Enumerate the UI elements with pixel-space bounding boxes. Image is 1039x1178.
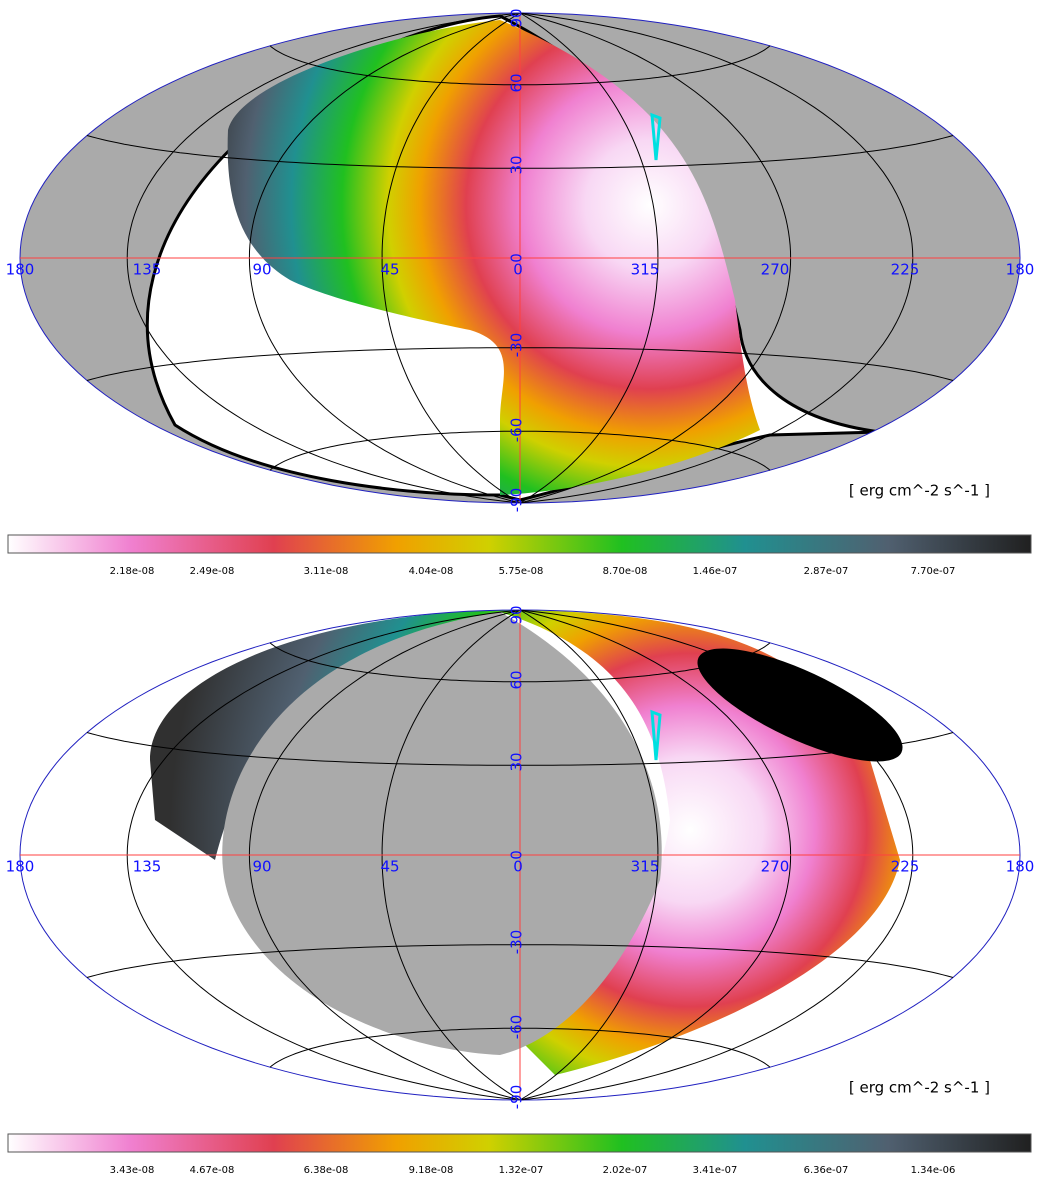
latitude-label: -30 — [508, 930, 526, 955]
colorbar-label: 1.46e-07 — [693, 566, 738, 577]
latitude-label: 30 — [508, 752, 526, 771]
colorbar-label: 2.49e-08 — [190, 566, 235, 577]
colorbar-label: 6.36e-07 — [804, 1165, 849, 1176]
longitude-label: 135 — [133, 261, 162, 279]
parallel — [86, 347, 954, 381]
colorbar-label: 1.32e-07 — [499, 1165, 544, 1176]
colorbar-label: 1.34e-06 — [911, 1165, 956, 1176]
latitude-label: 60 — [508, 670, 526, 689]
longitude-label: 180 — [6, 858, 35, 876]
unit-label: [ erg cm^-2 s^-1 ] — [849, 482, 990, 500]
colorbar-label: 5.75e-08 — [499, 566, 544, 577]
colorbar-label: 7.70e-07 — [911, 566, 956, 577]
latitude-label: 90 — [508, 605, 526, 624]
longitude-label: 225 — [891, 858, 920, 876]
parallel — [86, 732, 954, 766]
longitude-label: 45 — [380, 858, 399, 876]
parallel — [269, 1027, 771, 1068]
longitude-label: 45 — [380, 261, 399, 279]
latitude-label: -90 — [508, 1085, 526, 1110]
longitude-label: 90 — [252, 261, 271, 279]
parallel — [269, 45, 771, 86]
colorbar-label: 2.87e-07 — [804, 566, 849, 577]
latitude-label: -90 — [508, 488, 526, 513]
latitude-label: 0 — [508, 253, 526, 263]
unit-label: [ erg cm^-2 s^-1 ] — [849, 1079, 990, 1097]
parallel — [269, 642, 771, 683]
colorbar-label: 2.02e-07 — [603, 1165, 648, 1176]
colorbar-label: 3.11e-08 — [304, 566, 349, 577]
latitude-label: -30 — [508, 333, 526, 358]
colorbar-label: 4.04e-08 — [409, 566, 454, 577]
longitude-label: 180 — [1006, 858, 1035, 876]
latitude-label: -60 — [508, 1015, 526, 1040]
latitude-label: 90 — [508, 8, 526, 27]
longitude-label: 180 — [1006, 261, 1035, 279]
longitude-label: 180 — [6, 261, 35, 279]
latitude-label: 0 — [508, 850, 526, 860]
parallel — [86, 944, 954, 978]
colorbar-label: 9.18e-08 — [409, 1165, 454, 1176]
colorbar-label: 2.18e-08 — [110, 566, 155, 577]
longitude-label: 0 — [513, 261, 523, 279]
colorbar-label: 6.38e-08 — [304, 1165, 349, 1176]
longitude-label: 315 — [631, 858, 660, 876]
longitude-label: 225 — [891, 261, 920, 279]
parallel — [269, 430, 771, 471]
colorbar-2 — [7, 1133, 1032, 1153]
latitude-label: 60 — [508, 73, 526, 92]
colorbar-label: 8.70e-08 — [603, 566, 648, 577]
latitude-label: 30 — [508, 155, 526, 174]
colorbar-label: 3.41e-07 — [693, 1165, 738, 1176]
longitude-label: 135 — [133, 858, 162, 876]
latitude-label: -60 — [508, 418, 526, 443]
longitude-label: 90 — [252, 858, 271, 876]
longitude-label: 315 — [631, 261, 660, 279]
parallel — [86, 135, 954, 169]
longitude-label: 270 — [761, 858, 790, 876]
graticule — [19, 12, 1021, 504]
colorbar-label: 3.43e-08 — [110, 1165, 155, 1176]
longitude-label: 0 — [513, 858, 523, 876]
longitude-label: 270 — [761, 261, 790, 279]
graticule — [19, 609, 1021, 1101]
colorbar-1 — [7, 534, 1032, 554]
colorbar-label: 4.67e-08 — [190, 1165, 235, 1176]
